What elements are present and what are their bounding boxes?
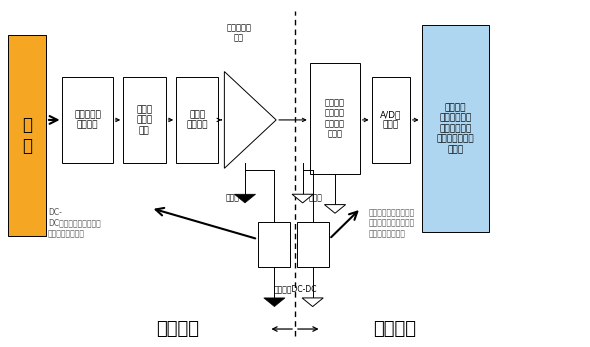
Text: 主处理器
（负责数据采
集、存储、显
示、打印等所有
事务）: 主处理器 （负责数据采 集、存储、显 示、打印等所有 事务） [437, 103, 474, 154]
Bar [63, 77, 113, 163]
Polygon shape [234, 194, 255, 203]
Polygon shape [292, 194, 313, 203]
Bar [123, 77, 166, 163]
Text: 前级地: 前级地 [225, 193, 239, 202]
Text: 带隔离的DC-DC: 带隔离的DC-DC [273, 284, 317, 293]
Polygon shape [264, 298, 285, 306]
Text: 模拟低
通滤波
电路: 模拟低 通滤波 电路 [136, 105, 152, 135]
Bar [297, 222, 329, 267]
Polygon shape [324, 205, 346, 213]
Polygon shape [302, 298, 323, 306]
Text: 人
体: 人 体 [22, 116, 32, 155]
Bar [421, 25, 489, 232]
Bar [258, 222, 290, 267]
Bar [310, 63, 360, 174]
Text: 隔离后端: 隔离后端 [373, 320, 417, 338]
Text: 三阶有源
巴特沃斯
模拟低通
滤波器: 三阶有源 巴特沃斯 模拟低通 滤波器 [324, 98, 345, 138]
Text: 后级地: 后级地 [309, 193, 322, 202]
Text: 隔离后的电路由于模拟
隔离隔离放大器的存在
也需要双极性电源: 隔离后的电路由于模拟 隔离隔离放大器的存在 也需要双极性电源 [369, 208, 415, 238]
Text: 生物电信号
放大电路: 生物电信号 放大电路 [74, 110, 101, 130]
Polygon shape [224, 71, 276, 168]
Bar [8, 35, 46, 236]
Bar [372, 77, 410, 163]
Text: 隔离前端: 隔离前端 [156, 320, 199, 338]
Bar [176, 77, 218, 163]
Text: 模拟隔
离波电路: 模拟隔 离波电路 [186, 110, 208, 130]
Text: A/D转
换电路: A/D转 换电路 [380, 110, 401, 130]
Text: 模拟隔离放
大器: 模拟隔离放 大器 [227, 23, 251, 43]
Text: DC-
DC产生的双极性电源为
隔离前端电源供电: DC- DC产生的双极性电源为 隔离前端电源供电 [48, 208, 100, 238]
